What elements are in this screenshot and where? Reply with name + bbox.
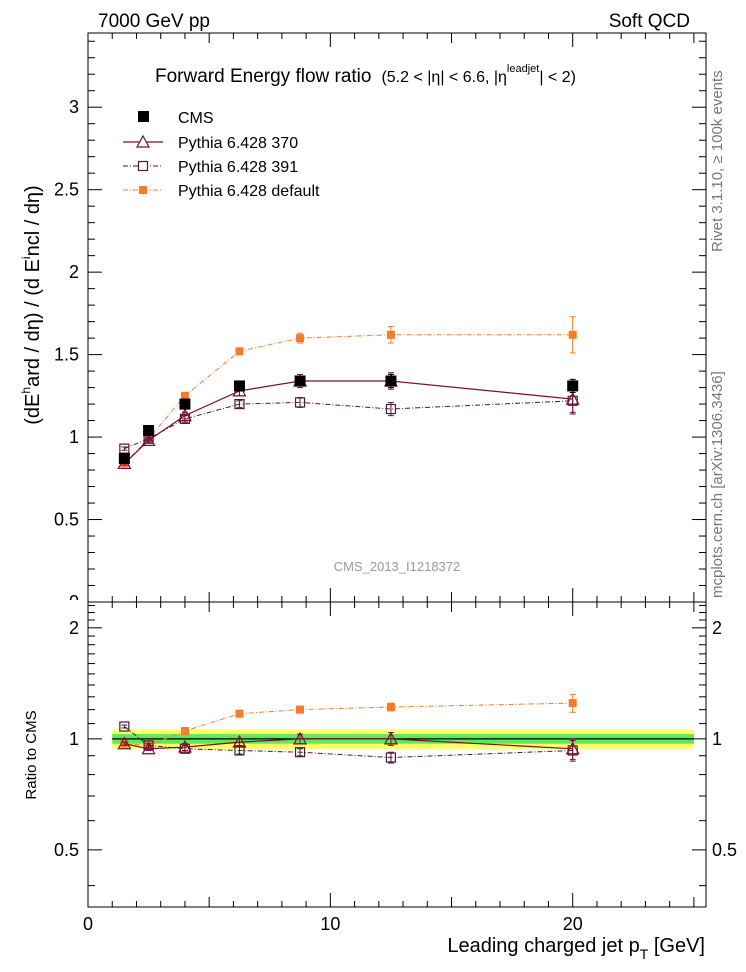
main-point-cms [385,375,397,387]
main-point-cms [143,424,155,436]
ratio-point-pdef [386,703,395,712]
main-point-cms [179,398,191,410]
main-line-pdef [124,334,573,464]
legend-marker-pdef [139,186,147,194]
y-tick-label: 0 [69,592,79,612]
ratio-plot-frame [87,601,707,908]
ratio-point-p370 [565,741,580,755]
ratio-point-p391 [119,721,130,732]
ratio-point-pdef [180,727,189,736]
legend-label-p391: Pythia 6.428 391 [178,159,298,176]
ratio-point-p370 [293,731,308,745]
ratio-point-pdef [568,699,577,708]
ratio-plot-data [117,693,580,764]
legend-label-pdef: Pythia 6.428 default [178,183,320,200]
energy-label: 7000 GeV pp [98,11,210,32]
ratio-point-p391 [385,752,397,763]
legend-label-cms: CMS [178,110,214,127]
ratio-axis-ticks: 0 10 20 0.5 0.5 1 1 2 2 [54,602,737,934]
main-point-p391 [385,403,397,415]
y-tick-label: 2 [69,618,79,638]
x-tick-label: 20 [563,914,583,934]
y-tick-label: 0.5 [54,840,79,860]
x-tick-label: 0 [83,914,93,934]
main-point-pdef [296,334,305,343]
y-tick-label: 1 [712,729,722,749]
main-point-cms [233,380,245,392]
main-point-p391 [294,397,306,408]
ratio-point-p391 [234,745,245,756]
ratio-point-pdef [235,709,244,718]
main-point-p370 [177,408,192,422]
rivet-label: Rivet 3.1.10, ≥ 100k events [709,70,726,252]
main-point-cms [567,380,579,392]
y-tick-label: 0.5 [54,510,79,530]
main-axis-ticks: 0.5 1 1.5 2 2.5 3 0 [54,33,706,612]
main-point-pdef [235,347,244,356]
ratio-y-axis-label: Ratio to CMS [23,710,40,799]
ratio-point-pdef [296,705,305,714]
y-tick-label: 1.5 [54,345,79,365]
main-point-p391 [234,398,245,410]
x-axis-label: Leading charged jet pT [GeV] [447,935,705,962]
y-tick-label: 2 [712,618,722,638]
legend-marker-cms [138,111,149,122]
main-point-p370 [141,433,156,446]
mcplots-label: mcplots.cern.ch [arXiv:1306.3436] [709,371,726,598]
ratio-point-p370 [117,736,132,750]
y-tick-label: 0.5 [712,840,737,860]
chart-title: Forward Energy flow ratio (5.2 < |η| < 6.… [155,63,576,87]
main-line-p391 [124,400,573,450]
ratio-point-p370 [232,734,247,748]
legend-marker-p391 [137,160,149,172]
category-label: Soft QCD [609,11,690,32]
main-plot-data [117,316,580,470]
ratio-point-p370 [141,741,156,755]
y-tick-label: 2 [69,262,79,282]
x-tick-label: 10 [320,914,340,934]
main-point-pdef [386,330,395,339]
main-point-pdef [180,391,189,400]
y-tick-label: 2.5 [54,180,79,200]
y-tick-label: 1 [69,427,79,447]
y-tick-label: 3 [69,97,79,117]
legend-label-p370: Pythia 6.428 370 [178,135,298,152]
main-point-cms [118,453,130,465]
ratio-point-p391 [294,747,306,758]
main-point-cms [294,375,306,387]
legend: CMS Pythia 6.428 370 Pythia 6.428 391 Py… [123,110,320,200]
ratio-point-p370 [177,739,192,753]
main-line-p370 [123,380,573,464]
analysis-watermark: CMS_2013_I1218372 [334,559,461,574]
y-axis-label: (dEhard / dη) / (d Eincl / dη) [19,185,44,424]
legend-marker-p370 [135,134,151,148]
ratio-point-p370 [383,731,398,745]
y-tick-label: 1 [69,729,79,749]
main-point-pdef [568,330,577,339]
main-point-p370 [565,391,580,405]
